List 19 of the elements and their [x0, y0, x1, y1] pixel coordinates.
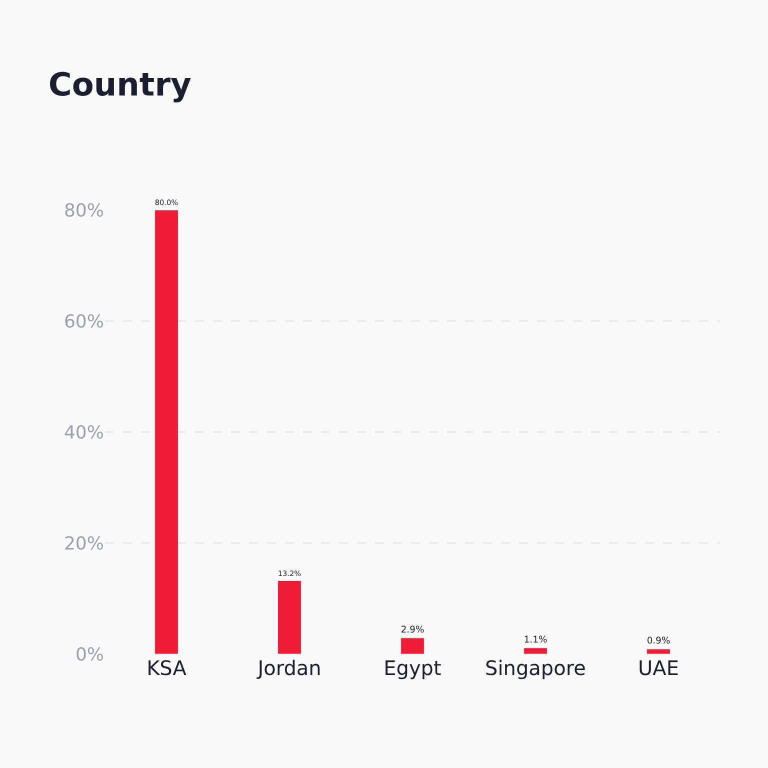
y-tick-label: 0%	[75, 644, 104, 666]
bar	[278, 580, 302, 654]
data-label: 2.9%	[400, 624, 424, 636]
x-tick-label: Jordan	[256, 656, 322, 680]
chart-title: Country	[48, 66, 192, 104]
bar	[400, 638, 424, 654]
x-tick-label: Singapore	[485, 656, 586, 680]
data-label: 0.9%	[646, 636, 670, 647]
data-label: 1.1%	[524, 634, 548, 646]
y-tick-label: 20%	[64, 533, 104, 554]
bar	[646, 648, 670, 654]
bar	[524, 648, 548, 654]
y-tick-label: 60%	[64, 311, 104, 332]
x-tick-label: KSA	[146, 656, 187, 680]
y-tick-label: 80%	[64, 200, 104, 222]
bar	[154, 210, 178, 654]
x-tick-label: Egypt	[384, 656, 442, 680]
y-tick-label: 40%	[64, 422, 104, 444]
x-tick-label: UAE	[638, 656, 679, 680]
